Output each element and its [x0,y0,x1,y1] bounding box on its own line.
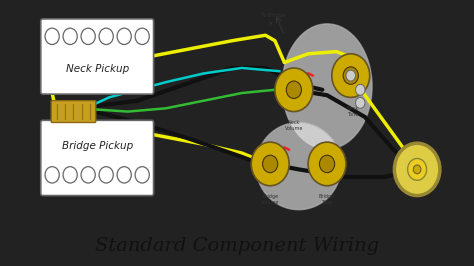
Text: Neck
Volume: Neck Volume [285,120,303,131]
Circle shape [45,28,59,44]
Circle shape [81,167,95,183]
Text: Bridge
Volume: Bridge Volume [261,194,279,205]
FancyBboxPatch shape [51,101,96,123]
Circle shape [343,67,358,84]
Circle shape [394,143,440,196]
Circle shape [263,155,278,173]
Circle shape [408,159,427,180]
Circle shape [251,142,289,186]
Text: Bridge Pickup: Bridge Pickup [62,142,133,151]
Circle shape [356,84,365,95]
Circle shape [286,81,301,98]
Circle shape [332,54,370,97]
Circle shape [308,142,346,186]
Circle shape [319,155,335,173]
Text: Bridge
Tone: Bridge Tone [319,194,335,205]
Circle shape [413,165,421,174]
Circle shape [99,28,113,44]
Circle shape [275,68,313,112]
Text: Standard Component Wiring: Standard Component Wiring [95,237,379,255]
Circle shape [99,167,113,183]
Circle shape [45,167,59,183]
Circle shape [117,167,131,183]
FancyBboxPatch shape [41,19,154,94]
Text: Neck
Tone: Neck Tone [346,106,359,117]
Ellipse shape [256,123,341,210]
Ellipse shape [282,24,372,149]
Circle shape [135,167,149,183]
Circle shape [117,28,131,44]
Text: Neck Pickup: Neck Pickup [65,64,129,74]
Circle shape [81,28,95,44]
Circle shape [63,28,77,44]
Circle shape [135,28,149,44]
Text: To Bridge: To Bridge [261,13,285,24]
FancyBboxPatch shape [41,120,154,196]
Circle shape [63,167,77,183]
Circle shape [346,70,356,81]
Circle shape [356,97,365,108]
